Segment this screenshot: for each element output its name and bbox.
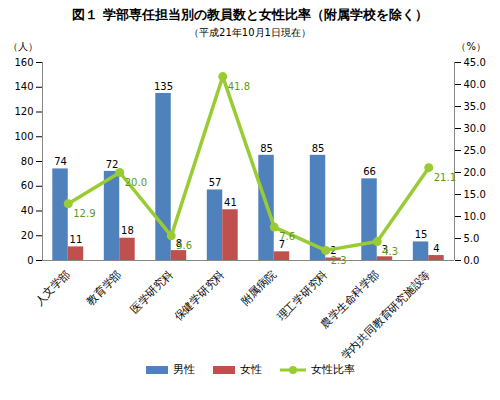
svg-text:25.0: 25.0 bbox=[464, 145, 486, 156]
svg-text:57: 57 bbox=[209, 177, 222, 188]
svg-text:保健学研究科: 保健学研究科 bbox=[171, 268, 227, 324]
svg-text:66: 66 bbox=[363, 166, 376, 177]
svg-text:120: 120 bbox=[14, 106, 33, 117]
svg-text:学内共同教育研究施設等: 学内共同教育研究施設等 bbox=[339, 268, 434, 358]
svg-text:140: 140 bbox=[14, 81, 33, 92]
svg-text:15: 15 bbox=[415, 229, 428, 240]
svg-text:20.0: 20.0 bbox=[125, 177, 147, 188]
svg-text:40: 40 bbox=[21, 205, 34, 216]
svg-text:教育学部: 教育学部 bbox=[84, 268, 124, 308]
svg-text:60: 60 bbox=[21, 180, 34, 191]
svg-text:7: 7 bbox=[278, 239, 286, 250]
svg-text:15.0: 15.0 bbox=[464, 189, 486, 200]
html-text:女性: 女性 bbox=[239, 363, 262, 376]
svg-text:40.0: 40.0 bbox=[464, 79, 486, 90]
svg-text:41: 41 bbox=[224, 197, 237, 208]
html-text:女性比率: 女性比率 bbox=[310, 363, 355, 376]
html-text:男性: 男性 bbox=[172, 363, 195, 376]
svg-text:72: 72 bbox=[106, 159, 119, 170]
svg-text:18: 18 bbox=[121, 225, 134, 236]
svg-text:12.9: 12.9 bbox=[73, 208, 95, 219]
svg-text:医学研究科: 医学研究科 bbox=[128, 268, 176, 316]
svg-text:5.0: 5.0 bbox=[464, 233, 480, 244]
svg-text:0.0: 0.0 bbox=[464, 255, 480, 266]
svg-text:30.0: 30.0 bbox=[464, 123, 486, 134]
svg-text:7.6: 7.6 bbox=[279, 231, 295, 242]
html-text:図１ 学部専任担当別の教員数と女性比率（附属学校を除く）: 図１ 学部専任担当別の教員数と女性比率（附属学校を除く） bbox=[72, 7, 428, 22]
svg-text:74: 74 bbox=[54, 156, 67, 167]
svg-text:10.0: 10.0 bbox=[464, 211, 486, 222]
svg-text:41.8: 41.8 bbox=[228, 81, 250, 92]
svg-text:人文学部: 人文学部 bbox=[33, 268, 73, 308]
svg-text:4: 4 bbox=[433, 243, 439, 254]
html-text:（人）: （人） bbox=[8, 41, 38, 52]
svg-text:0: 0 bbox=[27, 255, 33, 266]
svg-text:理工学研究科: 理工学研究科 bbox=[274, 268, 330, 324]
svg-text:附属病院: 附属病院 bbox=[239, 268, 279, 308]
svg-text:45.0: 45.0 bbox=[464, 57, 486, 68]
svg-text:85: 85 bbox=[260, 143, 273, 154]
svg-text:21.1: 21.1 bbox=[434, 172, 456, 183]
svg-text:85: 85 bbox=[312, 143, 325, 154]
svg-text:11: 11 bbox=[70, 234, 83, 245]
svg-text:農学生命科学部: 農学生命科学部 bbox=[318, 267, 382, 332]
svg-text:100: 100 bbox=[14, 131, 33, 142]
svg-text:5.6: 5.6 bbox=[176, 240, 192, 251]
svg-text:160: 160 bbox=[14, 57, 33, 68]
svg-text:4.3: 4.3 bbox=[382, 246, 398, 257]
html-text:（平成21年10月1日現在）: （平成21年10月1日現在） bbox=[189, 27, 311, 38]
svg-text:20.0: 20.0 bbox=[464, 167, 486, 178]
svg-text:20: 20 bbox=[21, 230, 34, 241]
svg-text:35.0: 35.0 bbox=[464, 101, 486, 112]
svg-text:80: 80 bbox=[21, 156, 34, 167]
svg-text:2.3: 2.3 bbox=[331, 255, 347, 266]
svg-text:135: 135 bbox=[154, 81, 173, 92]
